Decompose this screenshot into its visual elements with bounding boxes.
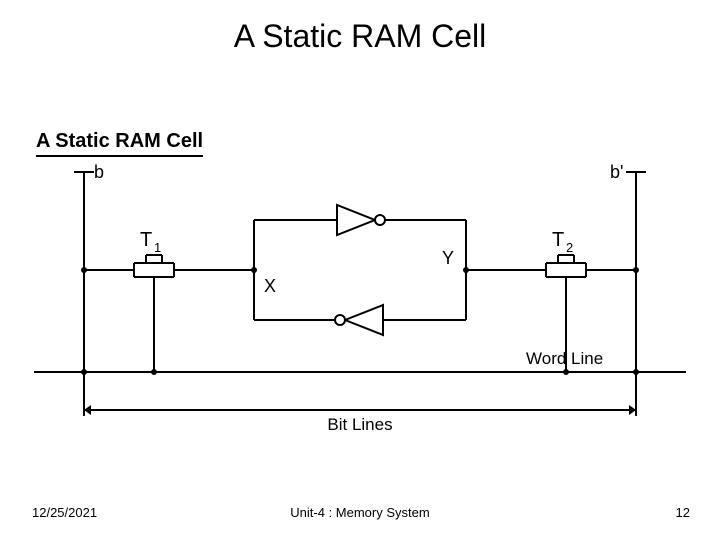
svg-text:T: T (140, 229, 152, 251)
svg-text:2: 2 (566, 240, 573, 255)
diagram-svg-wrapper: bb'T1T2XYWord LineBit Lines (24, 162, 696, 442)
sram-svg: bb'T1T2XYWord LineBit Lines (24, 162, 696, 442)
svg-text:Word Line: Word Line (526, 349, 603, 368)
sram-diagram: A Static RAM Cell bb'T1T2XYWord LineBit … (24, 130, 696, 450)
svg-text:1: 1 (154, 240, 161, 255)
svg-text:b': b' (610, 162, 623, 182)
diagram-subtitle: A Static RAM Cell (36, 130, 203, 157)
svg-text:Y: Y (442, 248, 454, 268)
page-title: A Static RAM Cell (0, 18, 720, 55)
svg-text:b: b (94, 162, 104, 182)
svg-text:Bit Lines: Bit Lines (327, 415, 392, 434)
footer-page-number: 12 (676, 505, 690, 520)
svg-text:X: X (264, 276, 276, 296)
footer-center: Unit-4 : Memory System (0, 505, 720, 520)
svg-text:T: T (552, 229, 564, 251)
